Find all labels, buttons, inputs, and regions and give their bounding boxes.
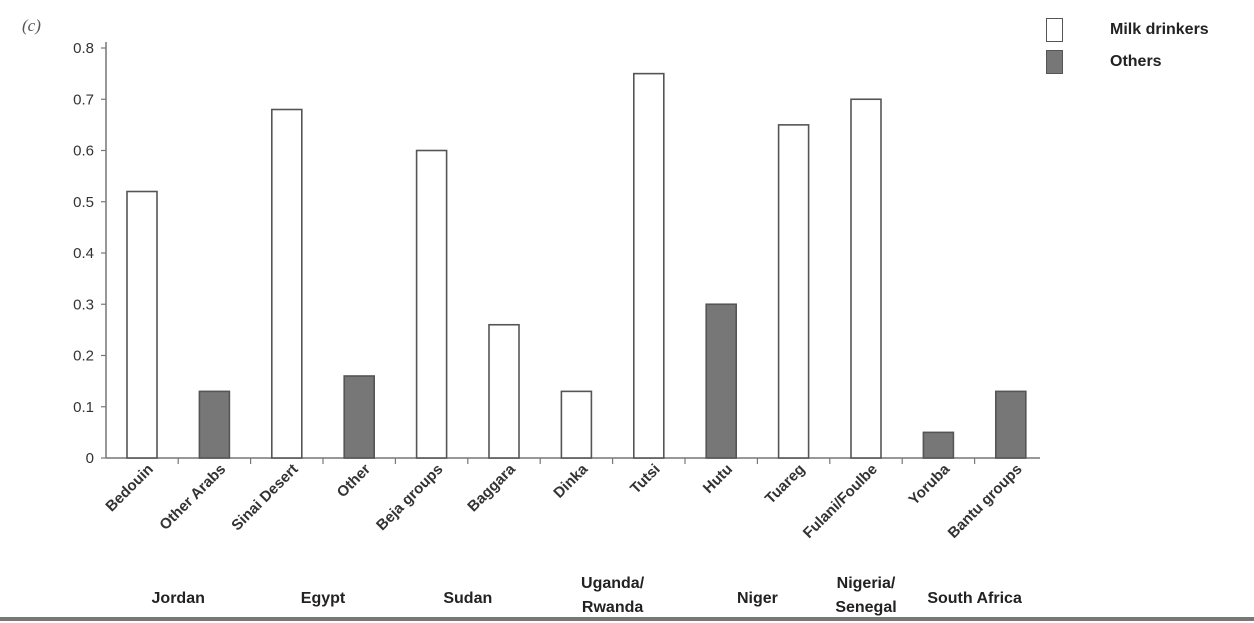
panel-label: (c) xyxy=(22,16,41,35)
group-label-south-africa: South Africa xyxy=(927,590,1022,607)
group-label-sudan: Sudan xyxy=(443,590,492,607)
bar-other xyxy=(343,375,376,459)
legend-label-others: Others xyxy=(1110,53,1162,70)
category-label: Bantu groups xyxy=(945,461,1026,542)
bar-beja-groups xyxy=(415,149,448,459)
bar-baggara xyxy=(488,323,520,459)
bar-bedouin xyxy=(126,190,158,459)
y-tick-label: 0.8 xyxy=(73,40,94,57)
category-label: Bedouin xyxy=(102,461,156,515)
bar-fulani-foulbe xyxy=(850,98,882,459)
category-label: Fulani/Foulbe xyxy=(800,461,881,542)
category-label: Hutu xyxy=(700,461,736,497)
legend-swatch-milk-drinkers xyxy=(1046,18,1063,42)
group-label-nigeria-senegal: Nigeria/ xyxy=(837,575,896,592)
y-tick-label: 0.6 xyxy=(73,143,94,160)
bottom-rule xyxy=(0,617,1254,621)
category-label: Yoruba xyxy=(905,460,953,508)
category-label: Sinai Desert xyxy=(228,461,301,534)
group-label-egypt: Egypt xyxy=(301,590,346,607)
category-label: Tuareg xyxy=(762,461,809,508)
bar-yoruba xyxy=(922,431,955,459)
group-label-jordan: Jordan xyxy=(152,590,205,607)
category-label: Dinka xyxy=(550,460,591,501)
group-label-niger: Niger xyxy=(737,590,778,607)
category-label: Other Arabs xyxy=(156,461,229,534)
category-label: Other xyxy=(334,461,374,501)
group-label-nigeria-senegal-line2: Senegal xyxy=(835,599,896,616)
group-label-uganda-rwanda: Uganda/ xyxy=(581,575,645,592)
bar-other-arabs xyxy=(198,390,231,459)
category-label: Beja groups xyxy=(373,461,446,534)
bar-tuareg xyxy=(777,124,810,459)
y-tick-label: 0.5 xyxy=(73,194,94,211)
bar-dinka xyxy=(560,390,593,459)
bar-hutu xyxy=(705,303,738,459)
group-label-uganda-rwanda-line2: Rwanda xyxy=(582,599,643,616)
y-tick-label: 0.2 xyxy=(73,348,94,365)
category-label: Baggara xyxy=(464,460,519,515)
legend-label-milk-drinkers: Milk drinkers xyxy=(1110,21,1209,38)
y-tick-label: 0.4 xyxy=(73,245,94,262)
y-tick-label: 0.7 xyxy=(73,91,94,108)
legend-swatch-others xyxy=(1046,50,1063,74)
y-tick-label: 0.1 xyxy=(73,399,94,416)
bar-tutsi xyxy=(632,72,665,459)
y-tick-label: 0 xyxy=(86,450,94,467)
bar-bantu-groups xyxy=(994,390,1027,459)
bar-sinai-desert xyxy=(270,108,303,459)
y-tick-label: 0.3 xyxy=(73,296,94,313)
category-label: Tutsi xyxy=(627,461,664,498)
